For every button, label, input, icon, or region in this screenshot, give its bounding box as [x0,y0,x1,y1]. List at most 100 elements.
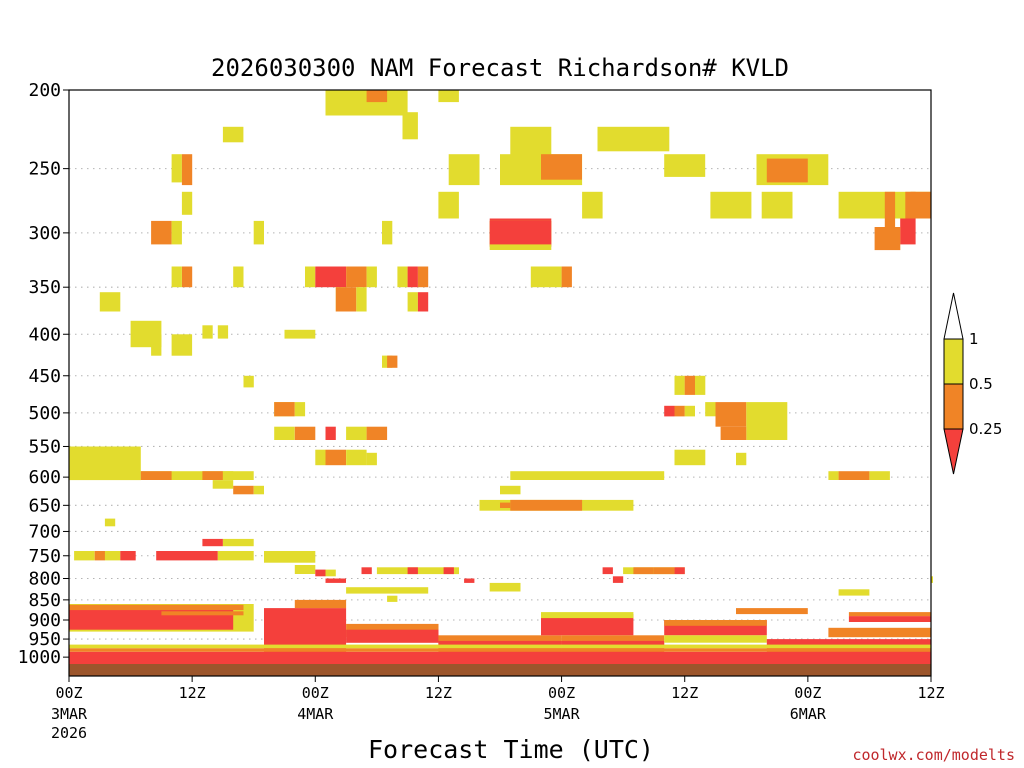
ri-region-orange-134 [161,611,244,616]
ri-region-yellow-36 [305,266,316,288]
y-tick-label-250: 250 [28,159,61,180]
ri-region-red-63 [664,405,675,417]
ri-region-orange-71 [274,402,295,417]
ri-region-orange-99 [500,502,511,508]
ri-region-yellow-109 [264,551,316,563]
x-tick-label-72: 00Z [794,684,821,702]
ri-region-yellow-47 [356,287,367,312]
ri-region-yellow-34 [171,266,182,288]
ri-region-yellow-2 [438,90,459,103]
x-axis-label: Forecast Time (UTC) [368,735,654,764]
ri-region-orange-77 [366,426,388,440]
ri-region-orange-139 [438,635,562,645]
ri-region-orange-104 [94,551,105,561]
ri-region-orange-8 [181,154,193,186]
ri-region-orange-11 [541,154,582,180]
x-date-label-48: 5MAR [544,705,581,723]
ri-region-yellow-59 [243,375,254,388]
ri-region-yellow-102 [222,538,254,547]
ri-region-yellow-115 [376,567,459,575]
ri-region-red-123 [612,576,624,583]
ri-region-orange-94 [838,471,870,480]
ri-region-yellow-19 [761,191,793,219]
ri-region-orange-98 [510,499,583,511]
ri-region-orange-58 [387,355,398,368]
ri-region-red-153 [69,651,931,664]
ri-region-red-138 [346,629,439,643]
legend-arrow-bottom [943,428,964,475]
ri-region-yellow-129 [838,589,870,596]
ri-region-yellow-105 [104,551,121,561]
ri-region-orange-44 [561,266,572,288]
ri-region-orange-125 [633,567,654,575]
ri-region-red-49 [417,292,429,312]
x-year-label-0: 2026 [51,724,87,742]
ri-region-red-75 [325,426,336,440]
ri-region-orange-64 [674,405,685,417]
ri-region-red-141 [541,614,634,636]
credit-text: coolwx.com/modelts [852,746,1015,764]
x-date-label-24: 4MAR [297,705,334,723]
ri-region-yellow-108 [217,551,254,561]
ri-region-yellow-76 [346,426,367,440]
ri-region-yellow-52 [151,334,162,356]
ri-region-orange-127 [653,567,675,575]
ri-region-red-107 [156,551,218,561]
ri-region-orange-154 [69,648,931,652]
ri-region-orange-146 [664,620,767,626]
ri-region-orange-90 [233,485,254,495]
x-tick-label-0: 00Z [55,684,82,702]
ri-region-yellow-12 [664,154,706,177]
ri-region-yellow-119 [387,595,398,602]
ri-region-yellow-73 [274,426,295,440]
ri-region-yellow-15 [181,191,193,215]
ri-region-yellow-83 [736,452,747,466]
legend-label-1: 1 [969,330,979,348]
ri-region-yellow-112 [325,569,336,577]
ri-region-yellow-43 [530,266,562,288]
ri-region-red-116 [407,567,418,575]
ri-region-orange-67 [715,402,747,427]
y-tick-label-950: 950 [28,629,61,650]
ri-region-orange-148 [736,608,808,615]
legend-swatch-orange [943,383,964,430]
ri-region-yellow-66 [705,402,716,417]
y-axis: 200 250 300 350 400 450 500 550 600 650 700 7508008… [18,80,69,668]
ri-region-yellow-103 [74,551,95,561]
y-tick-label-750: 750 [28,546,61,567]
ri-region-yellow-92 [510,471,665,480]
ri-region-yellow-78 [315,449,326,466]
y-tick-label-800: 800 [28,569,61,590]
ri-region-yellow-82 [674,449,706,466]
ri-region-yellow-96 [500,485,521,495]
ri-region-yellow-56 [284,329,316,339]
ri-region-yellow-31 [253,220,264,245]
legend-label-0.5: 0.5 [969,375,993,393]
ri-region-orange-1 [366,90,388,103]
ri-region-yellow-110 [294,565,316,574]
ri-region-orange-61 [684,375,695,395]
legend-arrow-top [943,292,964,340]
ri-region-orange-143 [561,635,665,645]
ri-region-red-113 [325,578,346,583]
ri-region-yellow-55 [217,325,229,339]
ri-region-orange-133 [69,604,244,611]
x-tick-label-48: 00Z [548,684,575,702]
ri-region-yellow-142 [541,612,634,619]
x-tick-label-60: 12Z [671,684,698,702]
ri-region-red-37 [315,266,347,288]
legend-swatch-yellow [943,338,964,385]
ri-region-yellow-62 [695,375,706,395]
ri-region-orange-87 [202,471,223,480]
ri-region-orange-21 [884,191,896,239]
ri-region-orange-38 [346,266,367,288]
ri-region-yellow-7 [171,154,182,183]
ri-region-red-41 [407,266,418,288]
ri-region-red-114 [361,567,372,575]
ri-region-red-117 [443,567,454,575]
ri-region-orange-152 [848,612,931,617]
ri-region-yellow-155 [69,644,931,649]
ri-region-orange-46 [335,287,357,312]
ri-region-yellow-72 [294,402,306,417]
ri-region-red-23 [900,218,916,245]
